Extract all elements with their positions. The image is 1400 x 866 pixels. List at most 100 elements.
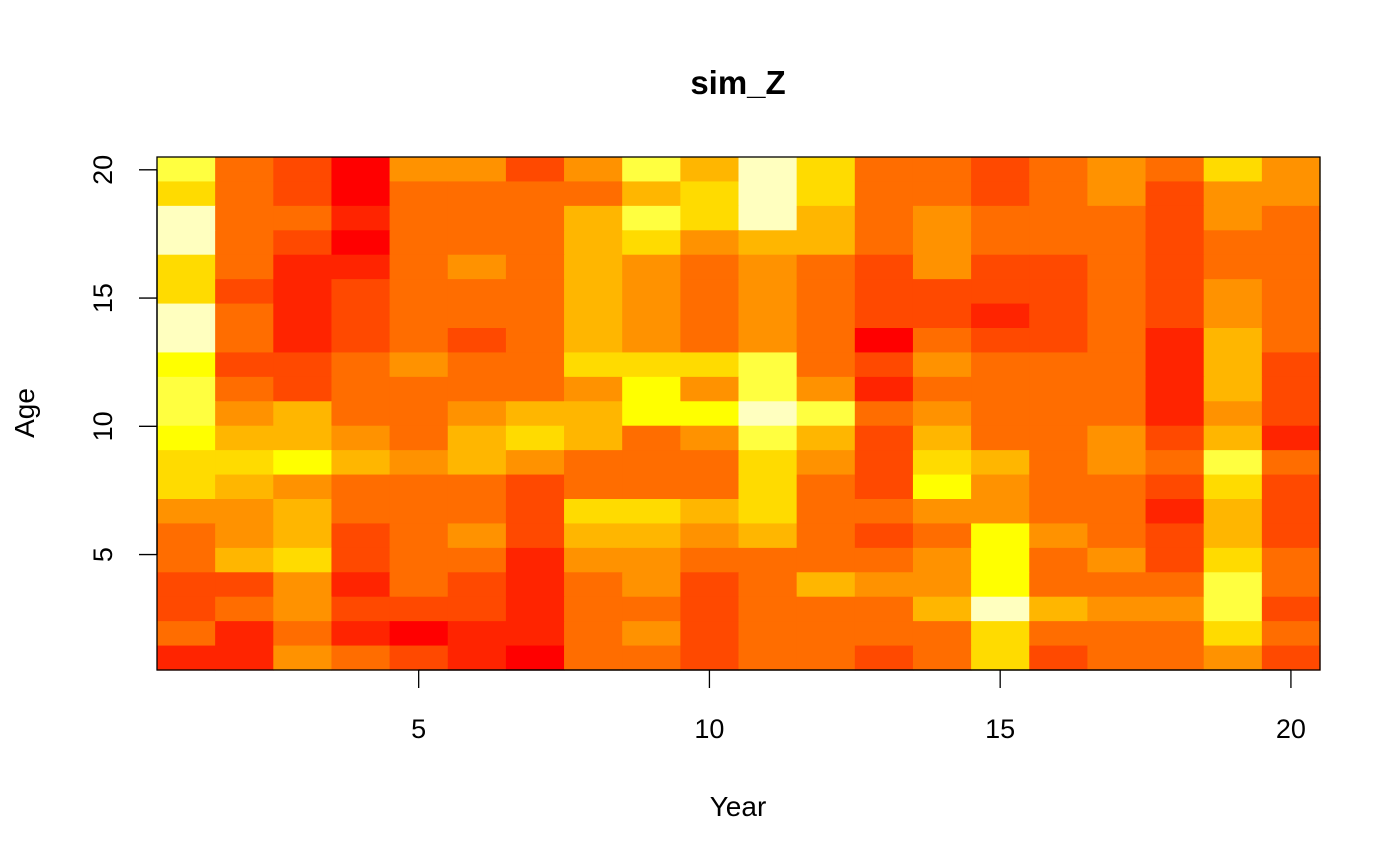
heatmap-cell	[1145, 425, 1205, 451]
heatmap-cell	[389, 474, 449, 500]
heatmap-cell	[505, 352, 565, 378]
heatmap-cell	[1145, 279, 1205, 305]
heatmap-cell	[215, 523, 274, 549]
heatmap-cell	[331, 181, 391, 207]
heatmap-cell	[447, 425, 507, 451]
heatmap-cell	[1145, 596, 1205, 622]
heatmap-cell	[389, 572, 449, 598]
heatmap-cell	[564, 401, 623, 427]
heatmap-cell	[622, 572, 681, 598]
heatmap-cell	[971, 328, 1030, 354]
heatmap-cell	[447, 523, 507, 549]
heatmap-cell	[1145, 352, 1205, 378]
heatmap-cell	[389, 596, 449, 622]
heatmap-cell	[157, 303, 216, 329]
heatmap-cell	[680, 425, 740, 451]
heatmap-cell	[622, 279, 681, 305]
heatmap-cell	[796, 303, 856, 329]
heatmap-cell	[273, 205, 333, 231]
heatmap-cell	[738, 328, 798, 354]
heatmap-cell	[680, 401, 740, 427]
heatmap-cell	[1261, 596, 1321, 622]
heatmap-cell	[971, 499, 1030, 525]
heatmap-cell	[738, 596, 798, 622]
heatmap-cell	[215, 328, 274, 354]
heatmap-cell	[1087, 157, 1147, 183]
heatmap-cell	[331, 523, 391, 549]
heatmap-cell	[331, 596, 391, 622]
x-tick-label: 5	[411, 714, 426, 744]
heatmap-cell	[273, 328, 333, 354]
heatmap-cell	[505, 254, 565, 280]
heatmap-cell	[389, 376, 449, 402]
heatmap-cell	[854, 547, 914, 573]
heatmap-cell	[971, 181, 1030, 207]
heatmap-cell	[564, 499, 623, 525]
heatmap-cell	[1087, 425, 1147, 451]
heatmap-cell	[564, 523, 623, 549]
heatmap-cell	[912, 450, 972, 476]
heatmap-cell	[796, 352, 856, 378]
heatmap-cell	[1029, 547, 1088, 573]
heatmap-cell	[331, 621, 391, 647]
heatmap-cell	[912, 474, 972, 500]
heatmap-cell	[331, 425, 391, 451]
heatmap-cell	[389, 328, 449, 354]
heatmap-cell	[157, 181, 216, 207]
heatmap-cell	[505, 499, 565, 525]
heatmap-cell	[331, 401, 391, 427]
heatmap-cell	[447, 303, 507, 329]
x-tick-label: 15	[985, 714, 1015, 744]
heatmap-cell	[1029, 328, 1088, 354]
heatmap-cell	[622, 474, 681, 500]
heatmap-cell	[447, 376, 507, 402]
heatmap-cell	[1261, 401, 1321, 427]
heatmap-cell	[912, 572, 972, 598]
heatmap-cell	[1145, 254, 1205, 280]
heatmap-cell	[273, 547, 333, 573]
heatmap-cell	[1087, 499, 1147, 525]
heatmap-cell	[1087, 279, 1147, 305]
heatmap-cell	[796, 621, 856, 647]
heatmap-cell	[1203, 254, 1263, 280]
heatmap-cell	[971, 254, 1030, 280]
heatmap-cell	[912, 254, 972, 280]
heatmap-cell	[157, 645, 216, 671]
heatmap-cell	[389, 547, 449, 573]
heatmap-cell	[564, 547, 623, 573]
heatmap-cell	[680, 523, 740, 549]
heatmap-cell	[1087, 450, 1147, 476]
heatmap-cell	[1203, 621, 1263, 647]
heatmap-cell	[447, 499, 507, 525]
heatmap-cell	[622, 425, 681, 451]
heatmap-cell	[1029, 376, 1088, 402]
heatmap-cell	[505, 157, 565, 183]
heatmap-cell	[738, 645, 798, 671]
heatmap-cell	[1261, 279, 1321, 305]
heatmap-cell	[157, 230, 216, 256]
heatmap-cell	[854, 205, 914, 231]
heatmap-cell	[215, 205, 274, 231]
heatmap-cell	[971, 425, 1030, 451]
heatmap-cell	[273, 450, 333, 476]
heatmap-cell	[622, 157, 681, 183]
heatmap-cell	[389, 401, 449, 427]
heatmap-cell	[680, 621, 740, 647]
heatmap-cell	[331, 254, 391, 280]
heatmap-cell	[738, 621, 798, 647]
y-tick-label: 10	[88, 411, 118, 441]
heatmap-cell	[680, 328, 740, 354]
heatmap-cell	[157, 157, 216, 183]
heatmap-cell	[1087, 596, 1147, 622]
heatmap-cell	[157, 596, 216, 622]
heatmap-cell	[680, 572, 740, 598]
heatmap-cell	[622, 303, 681, 329]
heatmap-cell	[505, 279, 565, 305]
heatmap-cell	[157, 205, 216, 231]
heatmap-cell	[505, 401, 565, 427]
heatmap-cell	[971, 376, 1030, 402]
heatmap-cell	[564, 181, 623, 207]
heatmap-cell	[331, 450, 391, 476]
heatmap-cell	[796, 499, 856, 525]
